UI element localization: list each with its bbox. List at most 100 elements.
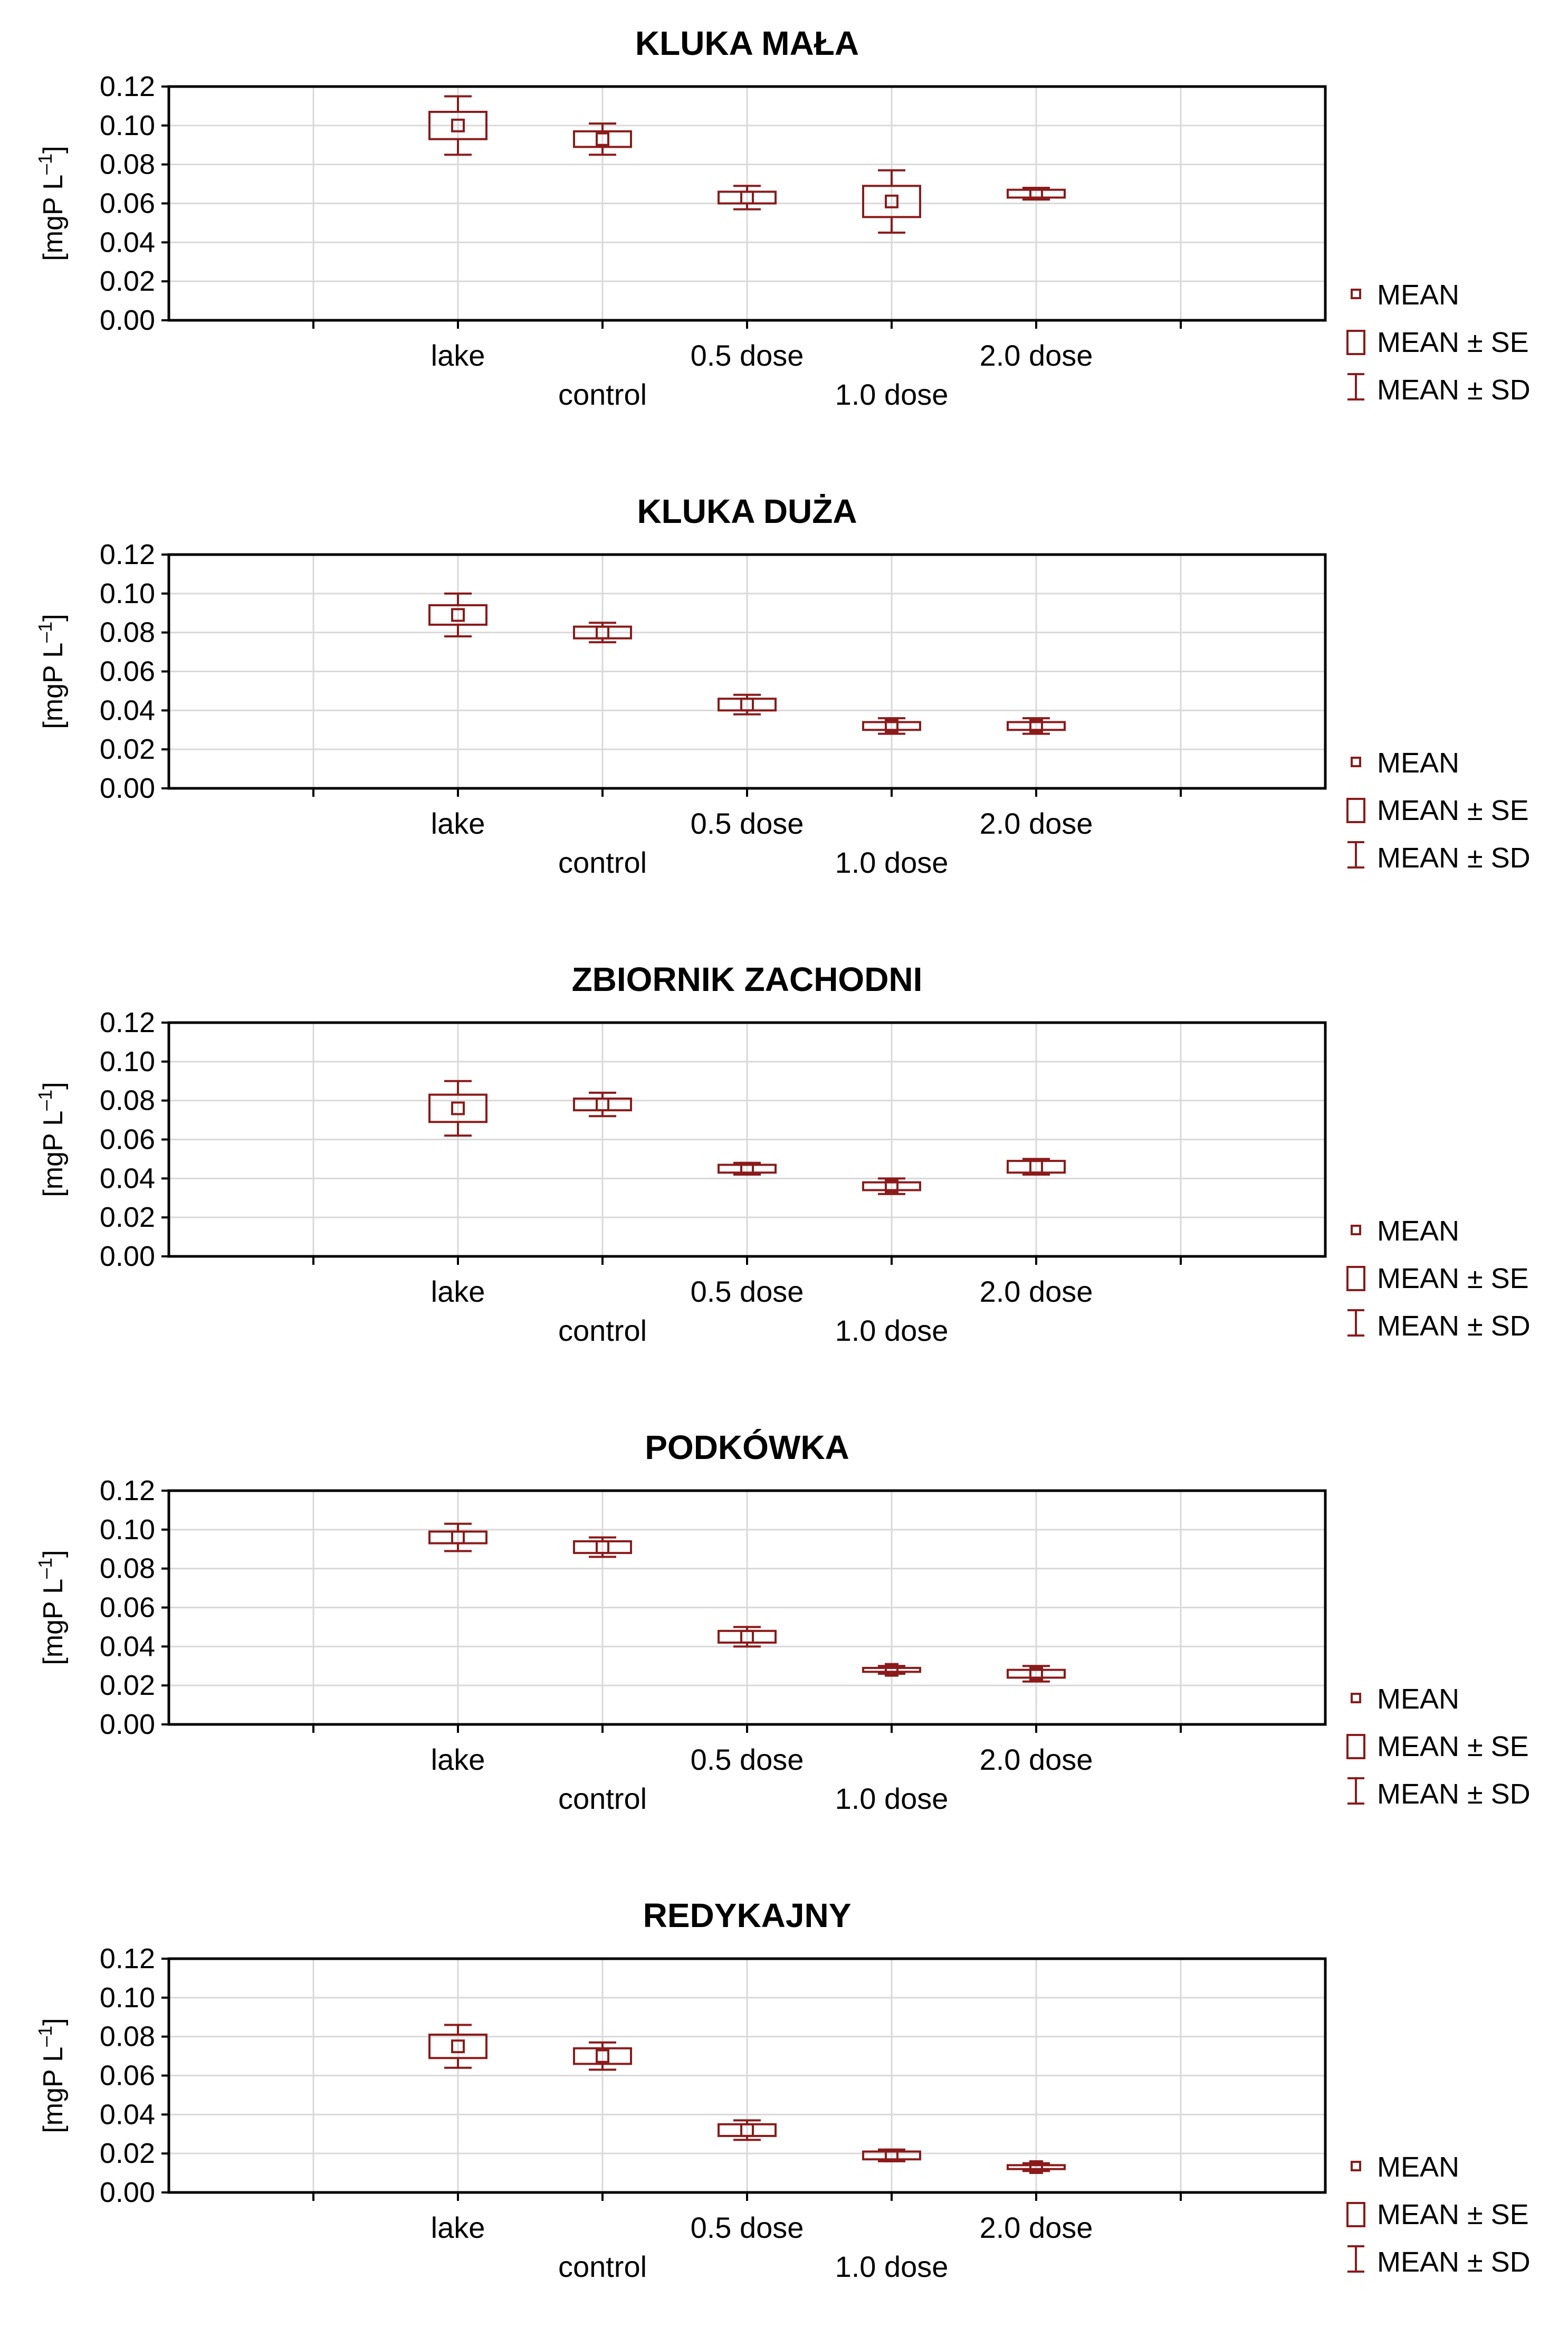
y-tick-label: 0.06 — [100, 1124, 155, 1156]
mean-marker — [451, 1101, 465, 1115]
se-box — [862, 1181, 921, 1191]
legend-sd-label: MEAN ± SD — [1377, 1310, 1531, 1342]
legend-se-icon — [1346, 798, 1365, 823]
plot-frame — [167, 85, 1327, 322]
x-category-label: lake — [431, 339, 485, 372]
plot-frame — [167, 1021, 1327, 1258]
box-1-0-dose — [862, 169, 921, 234]
y-axis-label-bracket: ] — [38, 614, 69, 621]
legend-mean-label: MEAN — [1377, 279, 1459, 311]
y-tick-label: 0.04 — [100, 1162, 155, 1194]
mean-marker — [451, 118, 465, 132]
box-2-0-dose — [1007, 1158, 1066, 1176]
box-2-0-dose — [1007, 186, 1066, 201]
y-tick-label: 0.00 — [100, 1709, 155, 1740]
y-axis-label-superscript: –1 — [34, 2026, 56, 2047]
y-tick-label: 0.12 — [100, 539, 155, 570]
chart-title: KLUKA MAŁA — [635, 24, 859, 62]
y-tick-label: 0.04 — [100, 694, 155, 726]
box-0-5-dose — [718, 2119, 777, 2141]
x-category-label: 1.0 dose — [835, 1314, 949, 1347]
y-axis-label: [mgP L–1] — [34, 146, 69, 261]
box-2-0-dose — [1007, 1665, 1066, 1683]
box-2-0-dose — [1007, 2160, 1066, 2175]
y-tick-label: 0.00 — [100, 1241, 155, 1272]
mean-marker — [451, 608, 465, 622]
y-axis-label-main: [mgP L — [38, 2047, 69, 2133]
x-category-label: 0.5 dose — [691, 339, 804, 372]
mean-marker — [885, 1663, 898, 1677]
legend-mean-label: MEAN — [1377, 1215, 1459, 1247]
x-category-label: 1.0 dose — [835, 2250, 949, 2283]
x-category-label: 1.0 dose — [835, 378, 949, 411]
mean-marker — [596, 1098, 609, 1112]
box-control — [573, 122, 632, 156]
se-box — [1007, 188, 1066, 199]
se-box — [428, 2033, 487, 2059]
x-category-label: 2.0 dose — [980, 1275, 1093, 1308]
se-box — [428, 604, 487, 626]
y-axis-label-main: [mgP L — [38, 1579, 69, 1665]
mean-marker — [885, 194, 898, 208]
mean-marker — [1029, 1160, 1043, 1174]
y-tick-label: 0.08 — [100, 2021, 155, 2053]
legend-sd-label: MEAN ± SD — [1377, 2246, 1531, 2278]
legend-se-label: MEAN ± SE — [1377, 1731, 1529, 1762]
se-box — [573, 2047, 632, 2065]
y-axis-label-main: [mgP L — [38, 1111, 69, 1197]
mean-marker — [740, 1629, 754, 1644]
chart-title: ZBIORNIK ZACHODNI — [572, 960, 923, 998]
y-axis-label-superscript: –1 — [34, 1558, 56, 1579]
box-lake — [428, 1522, 487, 1552]
mean-marker — [885, 1179, 898, 1194]
legend: MEAN MEAN ± SE MEAN ± SD — [1346, 2151, 1531, 2278]
legend-mean-icon — [1351, 1693, 1361, 1703]
se-box — [1007, 2164, 1066, 2170]
y-axis-label: [mgP L–1] — [34, 614, 69, 729]
x-category-label: 0.5 dose — [691, 2211, 804, 2244]
y-axis-label-bracket: ] — [38, 2018, 69, 2025]
box-0-5-dose — [718, 185, 777, 211]
chart-panel-3: ZBIORNIK ZACHODNI 0.00 0.02 0.04 0.06 0.08 0.1… — [34, 960, 1531, 1347]
box-0-5-dose — [718, 1161, 777, 1176]
box-control — [573, 1091, 632, 1118]
mean-marker — [1029, 2160, 1043, 2175]
box-0-5-dose — [718, 1626, 777, 1648]
se-box — [573, 130, 632, 148]
y-tick-label: 0.12 — [100, 71, 155, 102]
x-category-label: control — [558, 1314, 647, 1347]
x-category-label: lake — [431, 1743, 485, 1776]
se-box — [862, 185, 921, 218]
y-tick-label: 0.12 — [100, 1475, 155, 1506]
y-tick-label: 0.06 — [100, 656, 155, 688]
se-box — [718, 1164, 777, 1174]
y-tick-label: 0.10 — [100, 1514, 155, 1546]
x-category-label: 0.5 dose — [691, 1275, 804, 1308]
y-tick-label: 0.12 — [100, 1007, 155, 1038]
legend-mean-label: MEAN — [1377, 747, 1459, 779]
mean-marker — [740, 190, 754, 205]
legend-sd-label: MEAN ± SD — [1377, 374, 1531, 406]
legend-mean-label: MEAN — [1377, 1683, 1459, 1715]
x-category-label: 0.5 dose — [691, 807, 804, 840]
y-axis-label: [mgP L–1] — [34, 1082, 69, 1197]
chart-title: PODKÓWKA — [645, 1428, 849, 1466]
y-axis-label-superscript: –1 — [34, 622, 56, 643]
legend: MEAN MEAN ± SE MEAN ± SD — [1346, 747, 1531, 874]
legend-mean-icon — [1351, 757, 1361, 767]
y-axis-label-main: [mgP L — [38, 175, 69, 261]
chart-title: REDYKAJNY — [643, 1896, 852, 1934]
se-box — [862, 2150, 921, 2161]
x-category-label: 1.0 dose — [835, 846, 949, 879]
mean-marker — [885, 719, 898, 733]
y-tick-label: 0.06 — [100, 1592, 155, 1624]
x-category-label: 2.0 dose — [980, 339, 1093, 372]
legend-sd-label: MEAN ± SD — [1377, 1778, 1531, 1810]
x-category-label: control — [558, 846, 647, 879]
y-tick-label: 0.00 — [100, 304, 155, 336]
box-0-5-dose — [718, 693, 777, 716]
mean-marker — [740, 2123, 754, 2137]
y-tick-label: 0.04 — [100, 2099, 155, 2130]
legend-mean-label: MEAN — [1377, 2151, 1459, 2183]
box-lake — [428, 95, 487, 156]
